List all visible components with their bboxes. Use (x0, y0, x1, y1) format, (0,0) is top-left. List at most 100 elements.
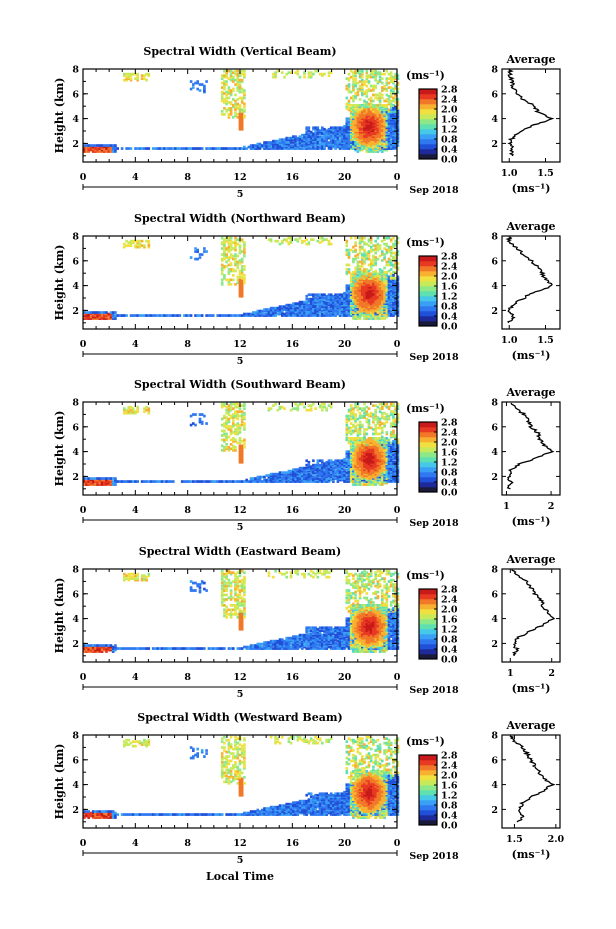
colorbar-tick-label: 0.0 (441, 488, 458, 499)
colorbar-swatch (419, 109, 437, 115)
x-tick-label: 12 (233, 505, 246, 516)
colorbar-unit: (ms⁻¹) (406, 236, 445, 249)
colorbar-swatch (419, 765, 437, 771)
panel-3: Spectral Width (Southward Beam) 2 4 6 8 Heigh… (53, 378, 561, 533)
y-tick-label: 2 (72, 472, 79, 483)
x-tick-label: 0 (80, 339, 87, 350)
colorbar-unit: (ms⁻¹) (406, 69, 445, 82)
panel-2: Spectral Width (Northward Beam) 2 4 6 8 Heigh… (53, 212, 561, 367)
profile-y-tick-label: 6 (491, 256, 498, 267)
colorbar-tick-label: 0.4 (441, 811, 458, 822)
x-tick-label: 0 (394, 672, 401, 683)
y-tick-label: 6 (72, 589, 79, 600)
colorbar-swatch (419, 94, 437, 100)
colorbar-tick-label: 0.4 (441, 312, 458, 323)
profile-x-tick-label: 1 (507, 668, 514, 679)
colorbar-swatch (419, 104, 437, 110)
colorbar-tick-label: 1.2 (441, 791, 458, 802)
y-tick-label: 6 (72, 755, 79, 766)
colorbar-swatch (419, 472, 437, 478)
profile-x-tick-label: 2.0 (548, 834, 565, 845)
profile-x-tick-label: 1.5 (537, 168, 554, 179)
colorbar-tick-label: 1.2 (441, 292, 458, 303)
colorbar-unit: (ms⁻¹) (406, 402, 445, 415)
y-tick-label: 2 (72, 306, 79, 317)
y-tick-label: 4 (72, 780, 79, 791)
heatmap-cells (83, 69, 400, 153)
colorbar-swatch (419, 276, 437, 282)
colorbar-swatch (419, 139, 437, 145)
colorbar-swatch (419, 810, 437, 816)
profile-y-tick-label: 2 (491, 306, 498, 317)
colorbar-swatch (419, 296, 437, 302)
colorbar-tick-label: 2.4 (441, 262, 458, 273)
y-tick-label: 2 (72, 139, 79, 150)
profile-y-tick-label: 2 (491, 805, 498, 816)
colorbar-swatch (419, 790, 437, 796)
colorbar-tick-label: 1.6 (441, 115, 458, 126)
date-label: Sep 2018 (409, 685, 459, 696)
profile-y-tick-label: 6 (491, 755, 498, 766)
colorbar-swatch (419, 477, 437, 483)
colorbar-tick-label: 2.8 (441, 252, 458, 263)
profile-title: Average (505, 53, 555, 66)
profile-x-tick-label: 2 (548, 501, 555, 512)
colorbar-tick-label: 0.8 (441, 468, 458, 479)
panel-title: Spectral Width (Eastward Beam) (139, 545, 341, 558)
colorbar-swatch (419, 301, 437, 307)
x-tick-label: 8 (184, 672, 191, 683)
profile-title: Average (505, 553, 555, 566)
colorbar (419, 89, 437, 160)
colorbar-swatch (419, 589, 437, 595)
colorbar-swatch (419, 770, 437, 776)
x-tick-label: 8 (184, 172, 191, 183)
profile-x-label: (ms⁻¹) (512, 515, 551, 528)
profile-x-tick-label: 1.0 (501, 335, 518, 346)
colorbar-frame (418, 88, 438, 160)
colorbar-swatch (419, 604, 437, 610)
colorbar-swatch (419, 609, 437, 615)
colorbar-swatch (419, 800, 437, 806)
heatmap-cells (83, 236, 400, 320)
profile-y-tick-label: 8 (491, 731, 498, 742)
y-tick-label: 6 (72, 89, 79, 100)
profile-x-tick-label: 2 (548, 668, 555, 679)
colorbar-tick-label: 1.2 (441, 125, 458, 136)
colorbar-swatch (419, 149, 437, 155)
y-tick-label: 6 (72, 256, 79, 267)
colorbar-tick-label: 0.4 (441, 478, 458, 489)
y-axis-label: Height (km) (53, 245, 66, 321)
colorbar-frame (418, 255, 438, 327)
colorbar-swatch (419, 129, 437, 135)
panel-title: Spectral Width (Southward Beam) (134, 378, 346, 391)
colorbar-swatch (419, 422, 437, 428)
colorbar-tick-label: 2.0 (441, 272, 458, 283)
x-tick-label: 16 (286, 505, 300, 516)
profile-title: Average (505, 386, 555, 399)
x-tick-label: 4 (132, 172, 139, 183)
colorbar-swatch (419, 291, 437, 297)
profile-frame (501, 68, 561, 163)
colorbar-swatch (419, 99, 437, 105)
y-axis-label: Height (km) (53, 78, 66, 154)
colorbar-swatch (419, 482, 437, 488)
colorbar-swatch (419, 624, 437, 630)
colorbar-swatch (419, 286, 437, 292)
colorbar-swatch (419, 619, 437, 625)
profile-x-label: (ms⁻¹) (512, 349, 551, 362)
profile-y-tick-label: 4 (491, 281, 498, 292)
colorbar-tick-label: 2.0 (441, 105, 458, 116)
profile-y-tick-label: 2 (491, 472, 498, 483)
colorbar-unit: (ms⁻¹) (406, 569, 445, 582)
colorbar-tick-label: 2.8 (441, 751, 458, 762)
colorbar-tick-label: 2.4 (441, 595, 458, 606)
y-tick-label: 2 (72, 805, 79, 816)
x-tick-label: 0 (394, 172, 401, 183)
profile-frame (501, 401, 561, 496)
day-label: 5 (237, 189, 244, 200)
colorbar-swatch (419, 89, 437, 95)
colorbar (419, 589, 437, 660)
profile-x-tick-label: 1.5 (537, 335, 554, 346)
x-tick-label: 4 (132, 339, 139, 350)
